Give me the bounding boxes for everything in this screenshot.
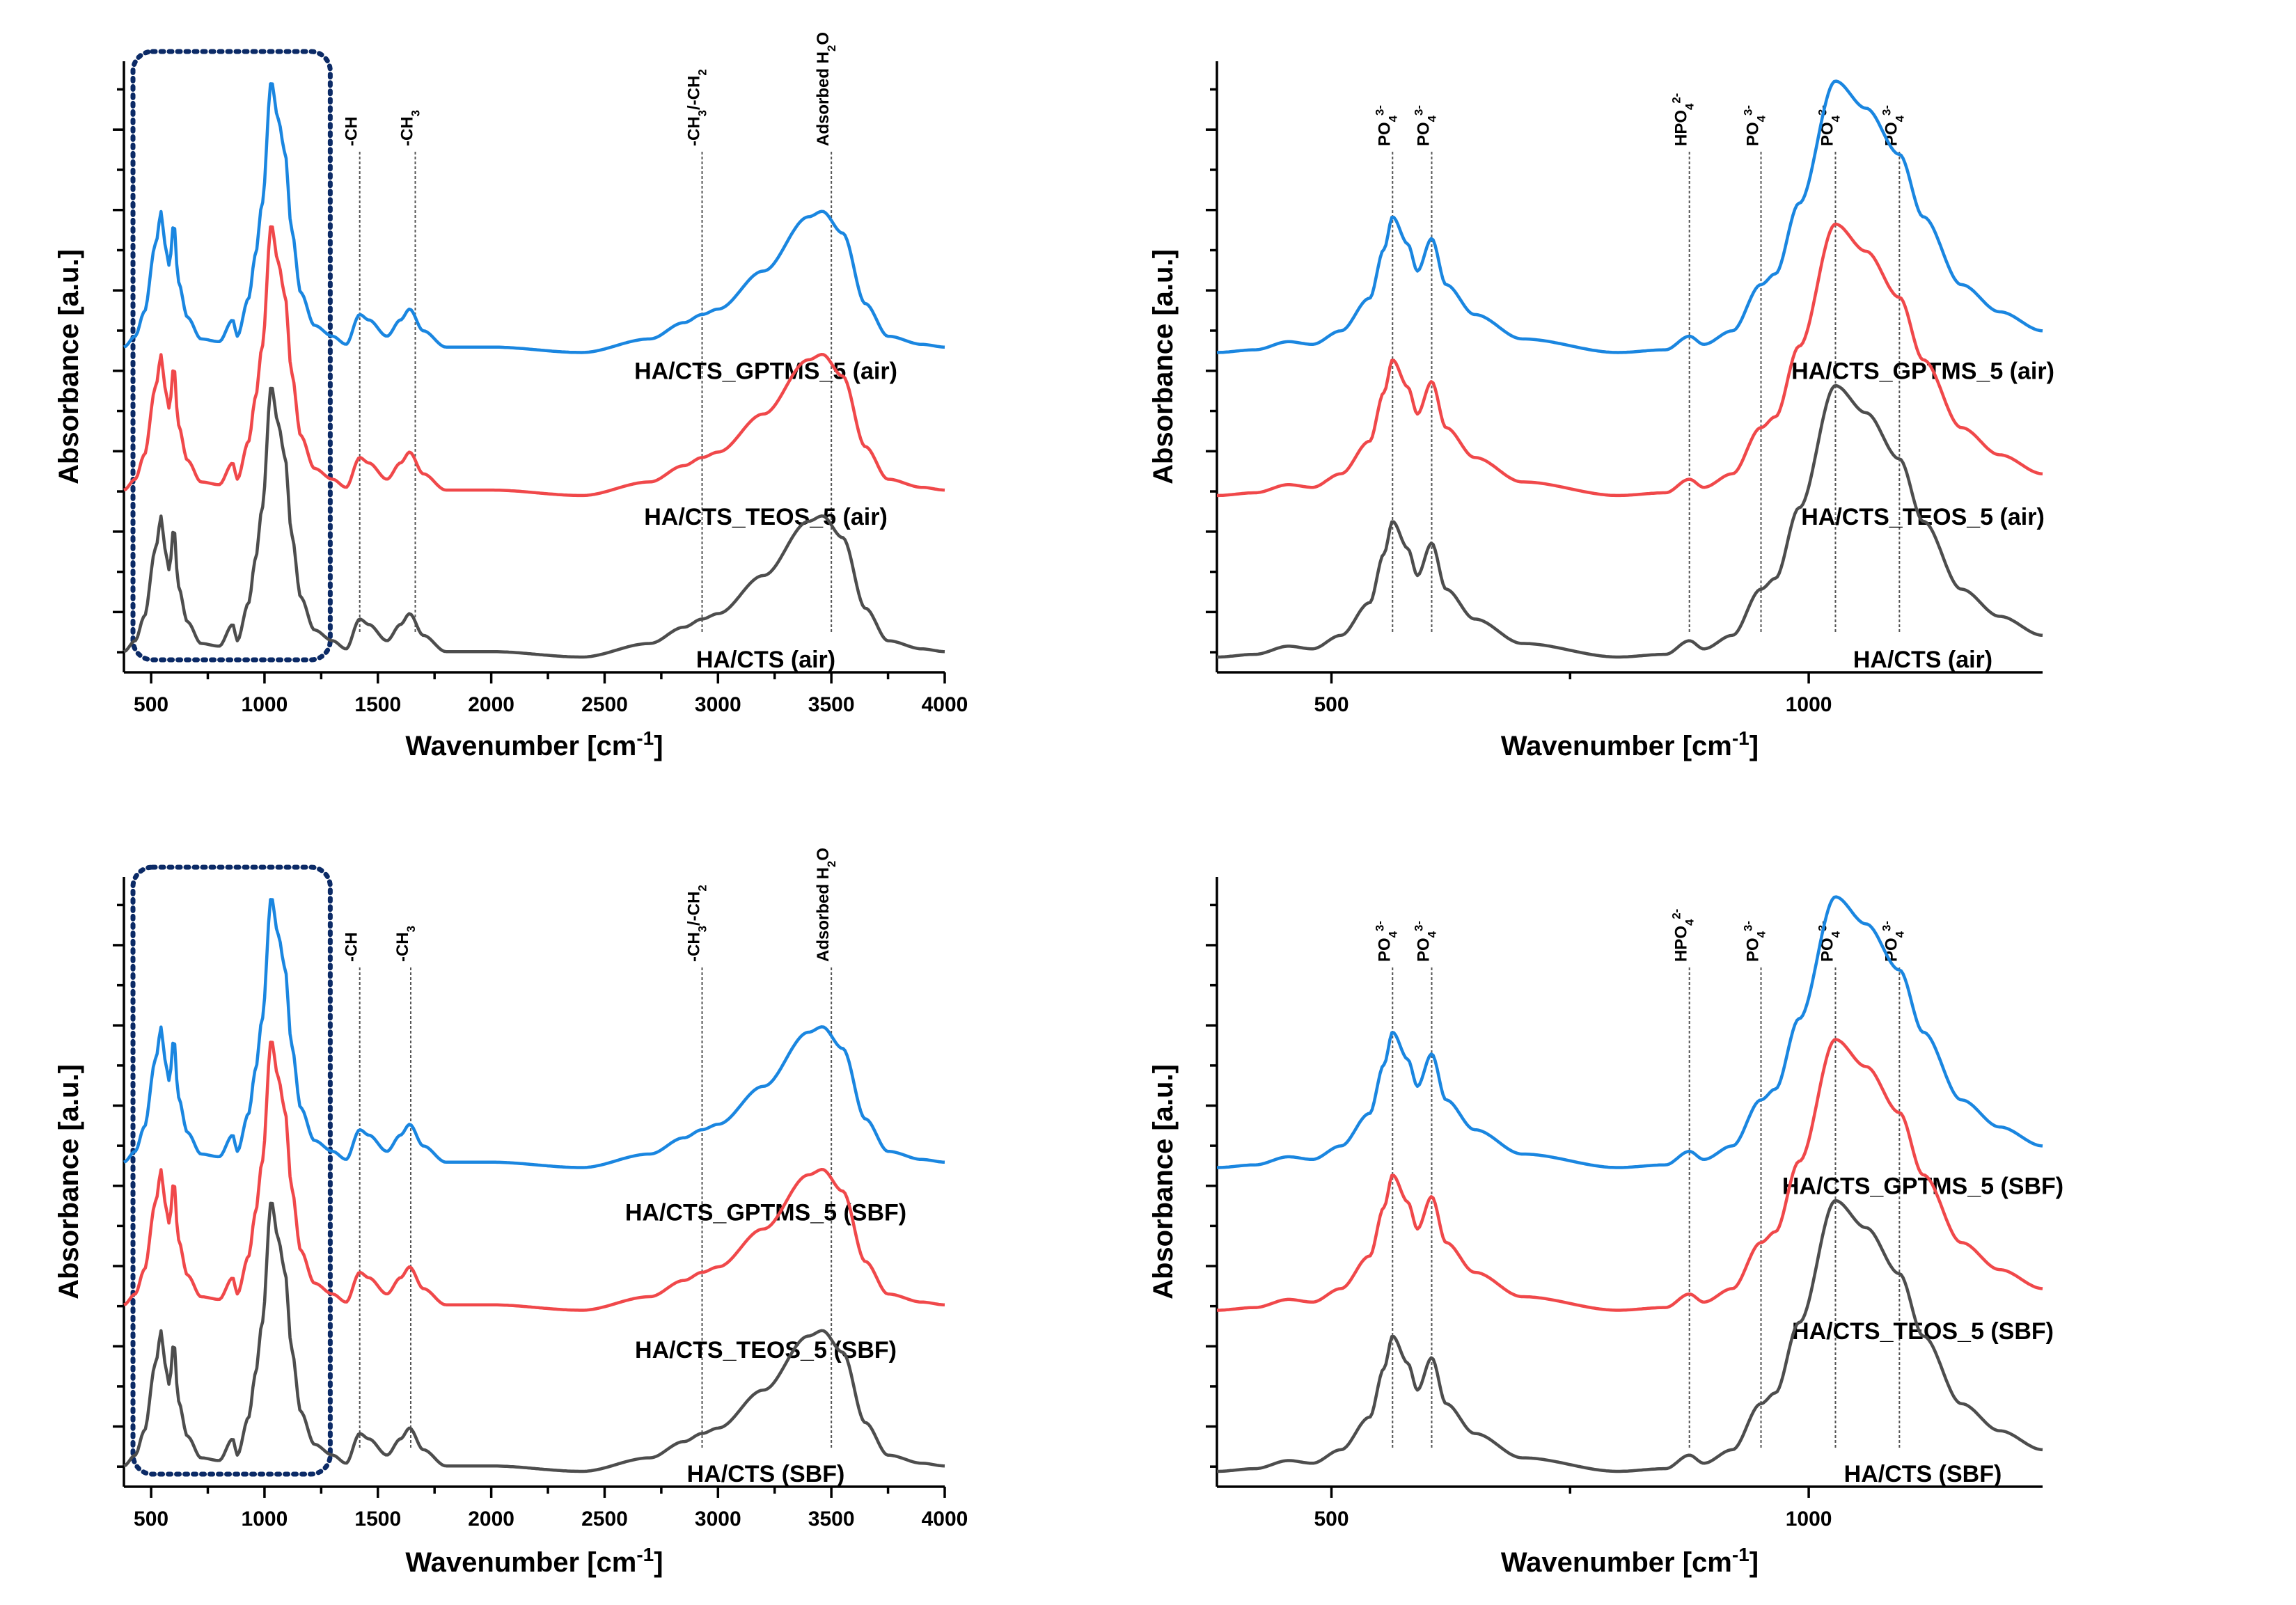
- band-annotation: Adsorbed H2O: [814, 848, 838, 962]
- spectrum-line-red: [123, 1041, 945, 1312]
- x-tick-label: 2500: [581, 1508, 628, 1531]
- chart-panel-a: 500 1000 1500 2000 2500 3000 3500 4000 Wavenumbe…: [54, 32, 968, 761]
- spectrum-line-blue: [1217, 895, 2043, 1169]
- spectrum-line-gray: [123, 386, 945, 659]
- x-tick-label: 1000: [242, 1508, 288, 1531]
- x-tick-label: 500: [1314, 1508, 1349, 1531]
- band-annotation: -CH3: [393, 926, 418, 962]
- spectrum-line-gray: [1217, 384, 2043, 659]
- spectrum-line-blue: [1216, 79, 2043, 354]
- x-tick-label: 500: [134, 693, 168, 716]
- band-annotation: -CH3/-CH2: [685, 69, 709, 146]
- x-tick-label: 1000: [1786, 693, 1832, 716]
- band-annotation: -CH3/-CH2: [685, 885, 709, 962]
- series-label: HA/CTS (SBF): [1844, 1461, 2002, 1487]
- x-tick-label: 2500: [581, 693, 628, 716]
- y-axis-label: Absorbance [a.u.]: [54, 249, 84, 484]
- band-annotation: -CH: [343, 116, 361, 146]
- spectrum-line-blue: [123, 898, 945, 1169]
- highlight-region-box: [130, 864, 333, 1477]
- band-annotation: PO43-: [1741, 105, 1768, 146]
- x-tick-label: 3500: [808, 693, 855, 716]
- series-label: HA/CTS_TEOS_5 (SBF): [1792, 1318, 2054, 1345]
- band-annotation: HPO42-: [1669, 93, 1696, 146]
- spectrum-line-gray: [123, 1201, 945, 1473]
- band-annotation: PO43-: [1741, 921, 1768, 962]
- x-tick-label: 1000: [242, 693, 288, 716]
- x-axis-label: Wavenumber [cm-1]: [1501, 727, 1759, 762]
- series-label: HA/CTS_GPTMS_5 (air): [1791, 358, 2054, 385]
- series-label: HA/CTS_GPTMS_5 (SBF): [1782, 1173, 2063, 1199]
- x-tick-label: 2000: [468, 1508, 514, 1531]
- band-annotation: PO43-: [1412, 105, 1438, 146]
- y-axis-label: Absorbance [a.u.]: [1148, 1064, 1179, 1299]
- band-annotation: Adsorbed H2O: [814, 32, 838, 146]
- chart-panel-c: 500 1000 1500 2000 2500 3000 3500 4000 Wavenumbe…: [54, 848, 968, 1578]
- series-label: HA/CTS_GPTMS_5 (air): [634, 358, 897, 385]
- band-annotation: PO43-: [1373, 921, 1399, 962]
- spectrum-line-blue: [123, 82, 945, 354]
- x-tick-label: 1500: [354, 1508, 401, 1531]
- x-tick-label: 1500: [354, 693, 401, 716]
- band-annotation: PO43-: [1880, 921, 1906, 962]
- spectrum-line-red: [1217, 1038, 2043, 1312]
- x-tick-label: 3000: [695, 693, 741, 716]
- x-tick-label: 4000: [922, 1508, 968, 1531]
- x-tick-label: 500: [134, 1508, 168, 1531]
- y-axis-label: Absorbance [a.u.]: [1148, 249, 1179, 484]
- band-annotation: PO43-: [1373, 105, 1399, 146]
- series-label: HA/CTS_TEOS_5 (air): [1801, 504, 2045, 530]
- x-tick-label: 3000: [695, 1508, 741, 1531]
- chart-panel-d: 500 1000 Wavenumber [cm-1] Absorbance [a.u.…: [1148, 877, 2063, 1578]
- x-axis-label: Wavenumber [cm-1]: [405, 727, 663, 762]
- x-axis-label: Wavenumber [cm-1]: [405, 1544, 663, 1579]
- series-label: HA/CTS_GPTMS_5 (SBF): [625, 1199, 906, 1226]
- band-annotation: PO43-: [1412, 921, 1438, 962]
- chart-panel-b: 500 1000 Wavenumber [cm-1] Absorbance [a.u.…: [1148, 61, 2054, 761]
- series-label: HA/CTS (air): [696, 647, 835, 673]
- spectrum-line-red: [1217, 222, 2043, 498]
- x-tick-label: 4000: [922, 693, 968, 716]
- x-tick-label: 500: [1314, 693, 1349, 716]
- series-label: HA/CTS_TEOS_5 (air): [644, 504, 888, 530]
- band-annotation: -CH: [343, 932, 361, 962]
- series-label: HA/CTS (SBF): [687, 1461, 845, 1487]
- x-axis-label: Wavenumber [cm-1]: [1501, 1544, 1759, 1579]
- y-axis-label: Absorbance [a.u.]: [54, 1064, 84, 1299]
- band-annotation: HPO42-: [1669, 909, 1696, 962]
- spectrum-line-red: [123, 225, 945, 498]
- band-annotation: PO43-: [1880, 105, 1906, 146]
- spectrum-line-gray: [1217, 1199, 2043, 1473]
- series-label: HA/CTS_TEOS_5 (SBF): [635, 1337, 897, 1363]
- highlight-region-box: [130, 49, 333, 663]
- x-tick-label: 1000: [1786, 1508, 1832, 1531]
- band-annotation: -CH3: [398, 110, 423, 146]
- series-label: HA/CTS (air): [1853, 647, 1992, 673]
- x-tick-label: 3500: [808, 1508, 855, 1531]
- x-tick-label: 2000: [468, 693, 514, 716]
